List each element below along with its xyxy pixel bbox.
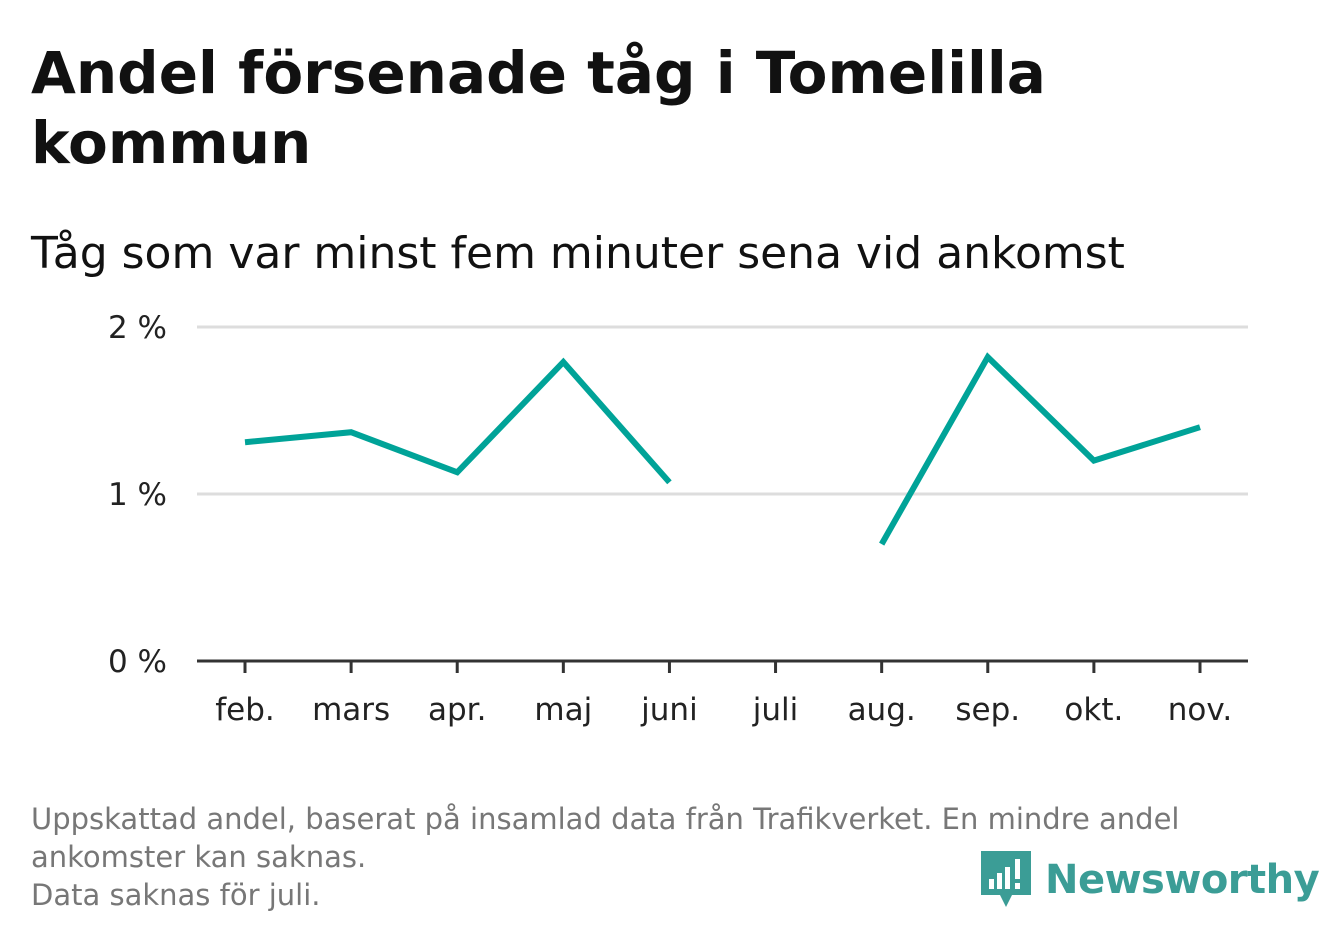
chart-subtitle: Tåg som var minst fem minuter sena vid a… bbox=[31, 228, 1125, 279]
x-tick-label: okt. bbox=[1064, 692, 1123, 728]
x-tick-label: aug. bbox=[848, 692, 916, 728]
y-tick-label: 2 % bbox=[108, 310, 167, 346]
footnote: Uppskattad andel, baserat på insamlad da… bbox=[31, 800, 1291, 914]
x-tick-label: apr. bbox=[428, 692, 486, 728]
series-line-segment bbox=[879, 352, 1201, 546]
footnote-line-3: Data saknas för juli. bbox=[31, 878, 321, 912]
x-tick-label: nov. bbox=[1168, 692, 1232, 728]
series-lines bbox=[244, 352, 1201, 546]
x-tick-label: mars bbox=[312, 692, 390, 728]
x-tick-label: juni bbox=[640, 692, 698, 728]
x-tick-label: maj bbox=[534, 692, 592, 728]
x-tick-label: feb. bbox=[215, 692, 275, 728]
chart-title: Andel försenade tåg i Tomelilla kommun bbox=[31, 39, 1046, 177]
tick-labels: 0 % 1 % 2 % feb. mars apr. maj juni juli aug. sep.… bbox=[108, 310, 1232, 728]
newsworthy-logo: Newsworthy bbox=[981, 850, 1320, 910]
x-tick-label: sep. bbox=[955, 692, 1020, 728]
x-axis bbox=[197, 659, 1248, 673]
y-tick-label: 0 % bbox=[108, 644, 167, 680]
grid-lines bbox=[197, 325, 1248, 496]
footnote-line-1: Uppskattad andel, baserat på insamlad da… bbox=[31, 802, 1180, 836]
y-tick-label: 1 % bbox=[108, 477, 167, 513]
newsworthy-logo-icon bbox=[981, 851, 1031, 907]
footnote-line-2: ankomster kan saknas. bbox=[31, 840, 367, 874]
logo-text: Newsworthy bbox=[1045, 857, 1320, 903]
x-tick-label: juli bbox=[752, 692, 799, 728]
series-line-segment bbox=[244, 357, 672, 485]
